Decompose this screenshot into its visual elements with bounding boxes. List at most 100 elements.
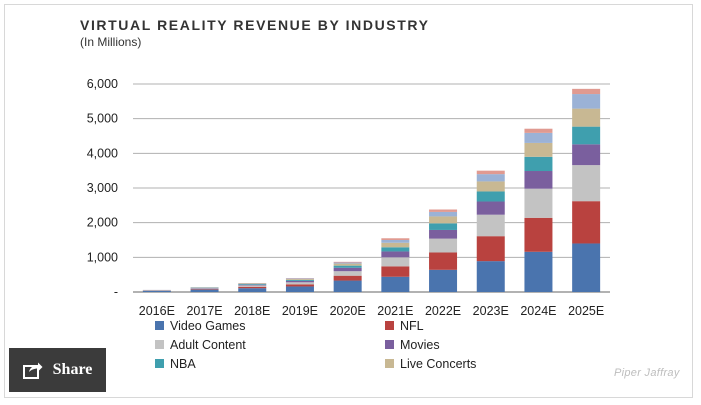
bar-segment [429,209,458,212]
legend-label: Movies [400,337,440,352]
bar-segment [572,126,601,145]
bar-segment [285,282,314,285]
legend-label: NBA [170,356,196,371]
share-icon [22,362,43,379]
bar-segment [333,262,362,264]
bar-segment [524,171,553,189]
legend-item: Adult Content [155,337,385,352]
bar-segment [476,191,505,202]
share-button[interactable]: Share [9,348,106,392]
bar-segment [524,217,553,252]
bar-segment [285,279,314,280]
bar-segment [476,236,505,262]
bar-segment [381,238,410,240]
bar-segment [524,142,553,157]
y-tick-label: 4,000 [87,146,118,160]
bar-segment [524,188,553,218]
bar-segment [572,144,601,166]
x-tick-label: 2017E [186,304,222,318]
y-tick-label: 3,000 [87,181,118,195]
bar-segment [333,263,362,266]
bar-segment [238,288,267,292]
bar-segment [333,267,362,272]
bar-segment [429,269,458,292]
bar-segment [524,128,553,133]
bar-segment [238,286,267,289]
bar-segment [429,229,458,239]
bar-segment [333,261,362,263]
bar-segment [381,240,410,243]
x-tick-label: 2023E [473,304,509,318]
bar-segment [429,252,458,270]
bar-segment [429,216,458,224]
legend-item: Movies [385,337,515,352]
x-tick-label: 2019E [282,304,318,318]
legend-label: NFL [400,318,424,333]
bar-segment [285,284,314,287]
bar-segment [238,284,267,285]
source-credit: Piper Jaffray [614,367,680,379]
legend-item: NBA [155,356,385,371]
bar-segment [381,266,410,277]
bar-segment [572,108,601,127]
bar-segment [333,280,362,292]
bar-segment [524,132,553,143]
bar-segment [476,261,505,292]
x-tick-label: 2021E [377,304,413,318]
chart-title: VIRTUAL REALITY REVENUE BY INDUSTRY [80,17,430,33]
bar-segment [285,278,314,279]
bar-segment [476,201,505,215]
chart-legend: Video Games NFL Adult Content Movies NBA Live… [155,318,515,371]
bar-segment [190,289,219,290]
bar-segment [476,170,505,175]
bar-segment [429,238,458,253]
bar-segment [524,251,553,292]
chart-subtitle: (In Millions) [80,35,142,49]
bar-segment [285,280,314,283]
x-tick-label: 2024E [520,304,556,318]
x-tick-label: 2016E [139,304,175,318]
bar-segment [333,265,362,268]
x-tick-label: 2018E [234,304,270,318]
legend-swatch [385,359,394,368]
legend-swatch [155,340,164,349]
bar-segment [381,276,410,292]
bar-segment [572,201,601,244]
bar-segment [572,243,601,292]
legend-label: Live Concerts [400,356,477,371]
share-label: Share [52,361,93,378]
bar-segment [572,94,601,109]
bar-segment [476,181,505,192]
bar-segment [381,257,410,267]
bar-segment [572,165,601,202]
bar-segment [285,286,314,292]
bar-segment [238,283,267,285]
bar-segment [524,156,553,172]
legend-swatch [155,359,164,368]
legend-swatch [385,321,394,330]
bar-segment [190,288,219,290]
x-tick-label: 2022E [425,304,461,318]
y-tick-label: - [114,285,118,299]
bar-segment [572,88,601,95]
bar-segment [429,211,458,217]
legend-item: NFL [385,318,515,333]
bar-segment [142,290,171,292]
bar-segment [381,242,410,248]
legend-swatch [155,321,164,330]
bar-segment [333,271,362,276]
legend-item: Video Games [155,318,385,333]
y-tick-label: 1,000 [87,250,118,264]
legend-item: Live Concerts [385,356,515,371]
bar-segment [381,247,410,252]
legend-swatch [385,340,394,349]
bar-segment [333,275,362,281]
legend-label: Video Games [170,318,246,333]
legend-label: Adult Content [170,337,246,352]
bar-segment [285,279,314,281]
x-tick-label: 2025E [568,304,604,318]
bar-segment [429,223,458,230]
x-tick-label: 2020E [330,304,366,318]
bar-segment [381,251,410,258]
